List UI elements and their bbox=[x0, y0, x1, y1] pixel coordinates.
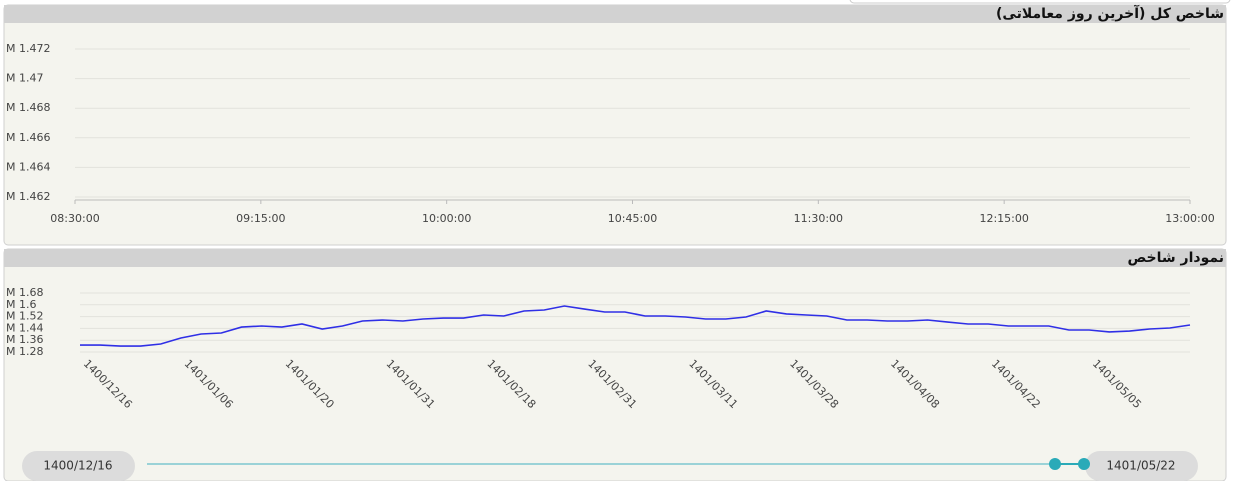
y-tick-label: M 1.462 bbox=[6, 190, 50, 203]
y-tick-label: M 1.464 bbox=[6, 160, 50, 173]
slider-end-pill bbox=[1085, 451, 1198, 481]
slider-handle[interactable] bbox=[1049, 458, 1061, 470]
y-tick-label: M 1.44 bbox=[6, 321, 43, 334]
slider-handle[interactable] bbox=[1078, 458, 1090, 470]
panel-title: نمودار شاخص bbox=[1127, 250, 1224, 266]
panel-title: شاخص کل (آخرین روز معاملاتی) bbox=[996, 4, 1224, 22]
slider-start-pill bbox=[22, 451, 135, 481]
x-tick-label: 11:30:00 bbox=[794, 212, 843, 225]
x-tick-label: 09:15:00 bbox=[236, 212, 285, 225]
x-tick-label: 12:15:00 bbox=[979, 212, 1028, 225]
y-tick-label: M 1.28 bbox=[6, 345, 43, 358]
y-tick-label: M 1.466 bbox=[6, 131, 50, 144]
x-tick-label: 10:00:00 bbox=[422, 212, 471, 225]
y-tick-label: M 1.6 bbox=[6, 298, 36, 311]
y-tick-label: M 1.472 bbox=[6, 42, 50, 55]
slider-end-label: 1401/05/22 bbox=[1106, 459, 1175, 473]
y-tick-label: M 1.52 bbox=[6, 310, 43, 323]
index-line bbox=[80, 305, 1191, 347]
y-tick-label: M 1.68 bbox=[6, 286, 43, 299]
x-tick-label: 13:00:00 bbox=[1165, 212, 1214, 225]
panel-header bbox=[4, 249, 1226, 267]
y-tick-label: M 1.47 bbox=[6, 72, 43, 85]
y-tick-label: M 1.468 bbox=[6, 101, 50, 114]
panel bbox=[3, 4, 1227, 246]
y-tick-label: M 1.36 bbox=[6, 333, 43, 346]
x-tick-label: 08:30:00 bbox=[50, 212, 99, 225]
x-tick-label: 10:45:00 bbox=[608, 212, 657, 225]
panel-header bbox=[4, 5, 1226, 23]
top-control[interactable] bbox=[849, 0, 1231, 4]
slider-start-label: 1400/12/16 bbox=[43, 459, 112, 473]
